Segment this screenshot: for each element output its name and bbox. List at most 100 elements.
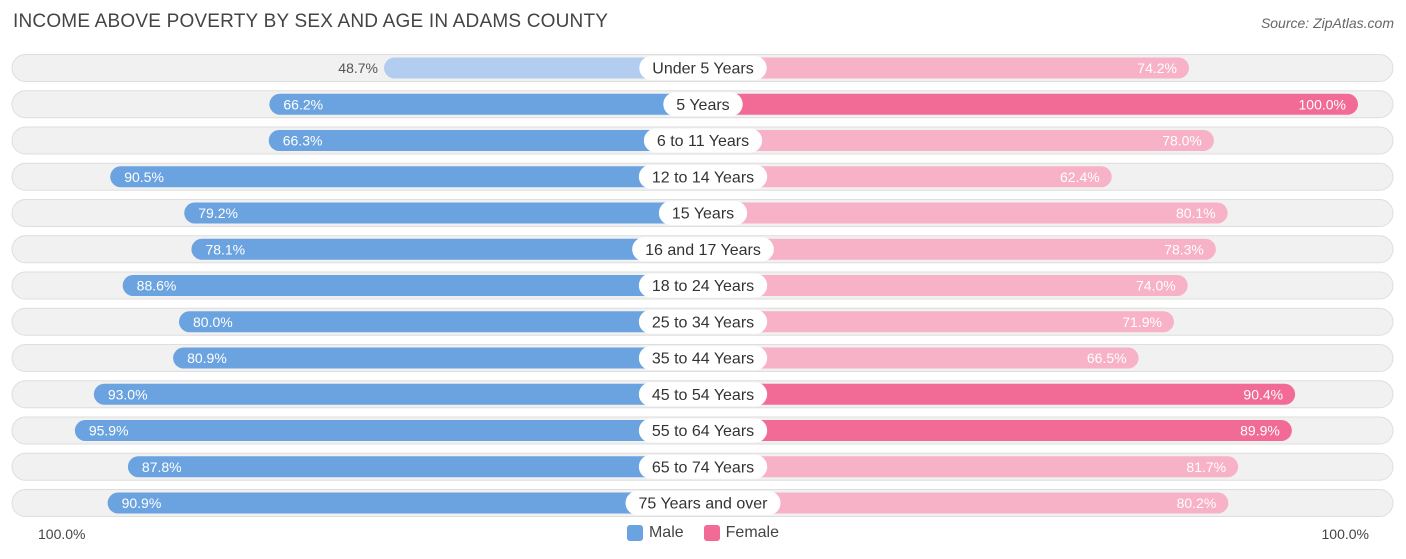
value-label-male: 48.7% [338,60,378,76]
row-10: 95.9% 89.9% 55 to 64 Years [11,416,1394,445]
value-label-male: 66.3% [283,133,323,149]
category-label: 6 to 11 Years [657,133,749,150]
bar-female [703,347,1139,369]
category-label: 65 to 74 Years [652,459,754,476]
bar-female [703,93,1358,115]
category-label: 16 and 17 Years [645,242,761,259]
category-pill [663,92,743,117]
bar-male [110,166,704,188]
bar-female [703,202,1228,224]
value-label-female: 71.9% [1122,314,1162,330]
bar-male [122,275,704,296]
value-label-male: 90.9% [122,495,162,511]
legend-swatch-male [626,525,643,541]
value-label-female: 80.1% [1176,205,1216,221]
row-7: 80.0% 71.9% 25 to 34 Years [11,307,1394,336]
value-label-male: 66.2% [283,96,323,112]
value-label-female: 89.9% [1240,423,1280,439]
bar-male [269,93,703,115]
row-11: 87.8% 81.7% 65 to 74 Years [11,452,1394,481]
value-label-male: 80.9% [187,350,227,366]
category-pill [638,164,768,189]
bar-female [703,420,1292,441]
bar-female [703,130,1214,151]
bar-male [107,492,704,514]
row-5: 78.1% 78.3% 16 and 17 Years [11,235,1394,264]
value-label-female: 74.2% [1137,60,1177,76]
category-label: 55 to 64 Years [652,423,754,440]
chart-title: INCOME ABOVE POVERTY BY SEX AND AGE IN A… [13,11,609,32]
category-pill [638,346,768,370]
bar-female [703,492,1229,514]
row-0: 48.7% 74.2% Under 5 Years [11,54,1394,82]
bar-female [703,57,1190,79]
bar-male [384,57,703,79]
category-label: 75 Years and over [639,496,769,513]
category-label: Under 5 Years [652,61,753,78]
bar-male [93,383,704,405]
row-1: 66.2% 100.0% 5 Years [11,90,1394,119]
category-pill [638,454,768,479]
axis-left-label: 100.0% [38,526,86,542]
value-label-female: 66.5% [1087,350,1127,366]
category-pill [643,128,763,153]
value-label-female: 74.0% [1136,278,1176,294]
value-label-female: 81.7% [1186,459,1226,475]
value-label-male: 90.5% [124,169,164,185]
category-label: 25 to 34 Years [652,314,754,331]
value-label-male: 80.0% [193,314,233,330]
bar-female [703,456,1239,478]
bar-female [703,383,1296,405]
bar-male [268,130,703,151]
category-label: 45 to 54 Years [652,387,754,404]
legend-label-male: Male [648,524,684,541]
row-2: 66.3% 78.0% 6 to 11 Years [11,126,1394,155]
bar-male [173,347,704,369]
category-pill [658,201,748,225]
value-label-female: 90.4% [1243,386,1283,402]
category-pill [638,273,768,298]
category-label: 18 to 24 Years [652,278,754,295]
value-label-male: 79.2% [198,205,238,221]
bar-female [703,166,1112,188]
value-label-female: 78.0% [1162,133,1202,149]
bar-female [703,238,1216,260]
legend-item-male[interactable]: Male [626,524,684,542]
legend-item-female[interactable]: Female [703,524,780,542]
bar-male [184,202,704,224]
value-label-female: 80.2% [1177,495,1217,511]
bar-male [74,420,704,441]
category-label: 12 to 14 Years [652,169,754,186]
value-label-male: 93.0% [108,386,148,402]
row-8: 80.9% 66.5% 35 to 44 Years [11,344,1394,372]
row-6: 88.6% 74.0% 18 to 24 Years [11,271,1394,300]
axis-right-label: 100.0% [1321,526,1369,542]
row-3: 90.5% 62.4% 12 to 14 Years [11,162,1394,191]
category-pill [638,418,768,443]
category-pill [638,382,768,407]
value-label-female: 100.0% [1299,96,1346,112]
category-pill [632,237,774,262]
value-label-female: 62.4% [1060,169,1100,185]
legend-label-female: Female [725,524,780,541]
value-label-female: 78.3% [1164,241,1204,257]
bar-female [703,275,1188,296]
row-4: 79.2% 80.1% 15 Years [11,199,1394,227]
category-label: 5 Years [676,97,729,114]
row-12: 90.9% 80.2% 75 Years and over [11,489,1394,517]
bar-male [179,311,703,333]
value-label-male: 95.9% [89,423,129,439]
category-label: 15 Years [672,206,734,223]
bar-female [703,311,1174,333]
category-pill [639,56,767,80]
category-pill [638,309,768,334]
legend-swatch-female [703,525,720,541]
value-label-male: 87.8% [142,459,182,475]
value-label-male: 78.1% [205,241,245,257]
bar-male [191,238,703,260]
legend: Male Female [0,524,1406,542]
value-label-male: 88.6% [137,278,177,294]
source-credit: Source: ZipAtlas.com [1260,15,1394,31]
row-9: 93.0% 90.4% 45 to 54 Years [11,380,1394,409]
